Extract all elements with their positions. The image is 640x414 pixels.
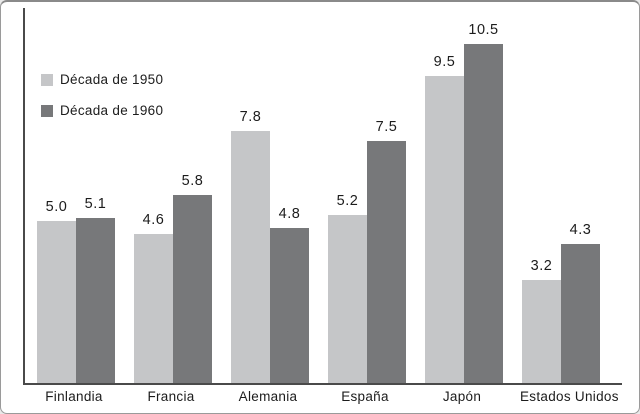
bar-series-0 <box>522 280 561 383</box>
bar-series-0 <box>425 76 464 383</box>
bar-value-label: 7.8 <box>239 109 262 125</box>
bar-value-label: 9.5 <box>433 54 456 70</box>
category-label: Alemania <box>238 389 298 404</box>
bar-value-label: 4.3 <box>569 222 592 238</box>
bar-groups: 5.0 5.1 4.6 5.8 7.8 4.8 5.2 7.5 9.5 10.5 3.2 4.3 <box>37 22 600 383</box>
bar-column: 3.2 <box>522 258 561 383</box>
bar-series-1 <box>76 218 115 383</box>
category-labels: Finlandia Francia Alemania España Japón Estad… <box>35 389 619 404</box>
bar-value-label: 5.2 <box>336 193 359 209</box>
bar-series-1 <box>561 244 600 383</box>
bar-series-0 <box>231 131 270 383</box>
category-label: Francia <box>147 389 195 404</box>
category-label: España <box>341 389 389 404</box>
bar-value-label: 4.8 <box>278 206 301 222</box>
legend-label-1950: Década de 1950 <box>60 72 164 87</box>
bar-column: 5.0 <box>37 199 76 383</box>
bar-column: 9.5 <box>425 54 464 383</box>
legend-item-1950: Década de 1950 <box>41 72 163 87</box>
bar-column: 10.5 <box>464 22 503 383</box>
bar-series-0 <box>328 215 367 383</box>
bar-column: 7.5 <box>367 119 406 383</box>
bar-value-label: 5.0 <box>45 199 68 215</box>
legend-swatch-1950 <box>41 73 53 86</box>
bar-column: 7.8 <box>231 109 270 383</box>
bar-series-1 <box>464 44 503 383</box>
bar-value-label: 10.5 <box>468 22 499 38</box>
category-label: Estados Unidos <box>520 389 619 404</box>
category-label: Japón <box>442 389 482 404</box>
bar-series-0 <box>134 234 173 383</box>
legend-item-1960: Década de 1960 <box>41 103 163 118</box>
bar-group-estados-unidos: 3.2 4.3 <box>522 222 600 383</box>
bar-column: 5.8 <box>173 173 212 383</box>
bar-column: 5.2 <box>328 193 367 383</box>
bar-group-finlandia: 5.0 5.1 <box>37 196 115 383</box>
bar-column: 4.8 <box>270 206 309 383</box>
bar-value-label: 5.8 <box>181 173 204 189</box>
plot-area: Década de 1950 Década de 1960 5.0 5.1 4.6 5… <box>23 8 622 385</box>
legend-label-1960: Década de 1960 <box>60 103 164 118</box>
bar-group-japón: 9.5 10.5 <box>425 22 503 383</box>
bar-group-alemania: 7.8 4.8 <box>231 109 309 383</box>
legend-swatch-1960 <box>41 104 53 117</box>
bar-column: 4.3 <box>561 222 600 383</box>
category-label: Finlandia <box>45 389 103 404</box>
bar-group-españa: 5.2 7.5 <box>328 119 406 383</box>
bar-group-francia: 4.6 5.8 <box>134 173 212 383</box>
bar-column: 5.1 <box>76 196 115 383</box>
bar-series-1 <box>367 141 406 383</box>
bar-value-label: 3.2 <box>530 258 553 274</box>
legend: Década de 1950 Década de 1960 <box>41 72 163 118</box>
bar-value-label: 4.6 <box>142 212 165 228</box>
bar-series-1 <box>173 195 212 383</box>
bar-series-1 <box>270 228 309 383</box>
bar-series-0 <box>37 221 76 383</box>
bar-column: 4.6 <box>134 212 173 383</box>
bar-value-label: 5.1 <box>84 196 107 212</box>
bar-value-label: 7.5 <box>375 119 398 135</box>
